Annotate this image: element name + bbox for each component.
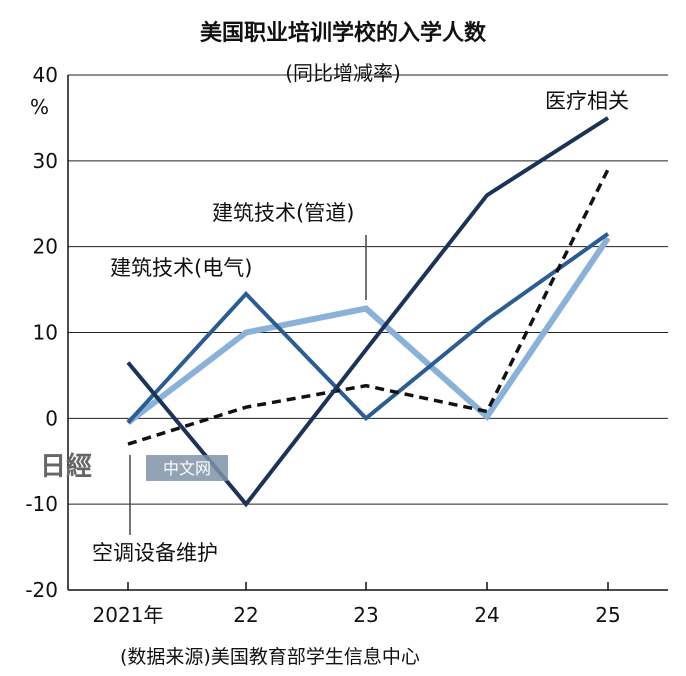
watermark-text: 中文网 [163, 459, 211, 478]
x-tick-label: 24 [474, 603, 499, 627]
watermark: 日經 中文网 [40, 451, 228, 482]
label-electrical: 建筑技术(电气) [110, 256, 252, 280]
y-tick-label: 0 [45, 406, 58, 430]
x-tick-labels: 2021年 22 23 24 25 [93, 582, 621, 627]
x-tick-label: 22 [233, 603, 258, 627]
label-medical: 医疗相关 [545, 89, 629, 113]
label-hvac: 空调设备维护 [92, 541, 218, 565]
chart-subtitle: (同比增减率) [285, 61, 401, 85]
y-tick-label: 40 [33, 63, 58, 87]
chart-title: 美国职业培训学校的入学人数 [200, 20, 487, 46]
watermark-box [146, 455, 228, 481]
x-tick-label: 25 [595, 603, 620, 627]
series-line-1 [126, 232, 610, 424]
y-tick-label: 20 [33, 235, 58, 259]
y-tick-label: 10 [33, 321, 58, 345]
series-line-2 [126, 236, 611, 425]
series-line-3 [127, 168, 610, 446]
chart-source: (数据来源)美国教育部学生信息中心 [120, 646, 420, 668]
label-plumbing: 建筑技术(管道) [212, 201, 354, 225]
y-axis-unit: % [30, 95, 49, 119]
y-tick-label: -10 [25, 492, 58, 516]
watermark-logo: 日經 [40, 451, 92, 482]
y-tick-label: -20 [25, 578, 58, 602]
y-tick-labels: 40 30 20 10 0 -10 -20 [25, 63, 58, 602]
y-tick-label: 30 [33, 149, 58, 173]
series-lines [126, 116, 611, 508]
x-tick-label: 23 [353, 603, 378, 627]
x-tick-label: 2021年 [93, 603, 164, 627]
